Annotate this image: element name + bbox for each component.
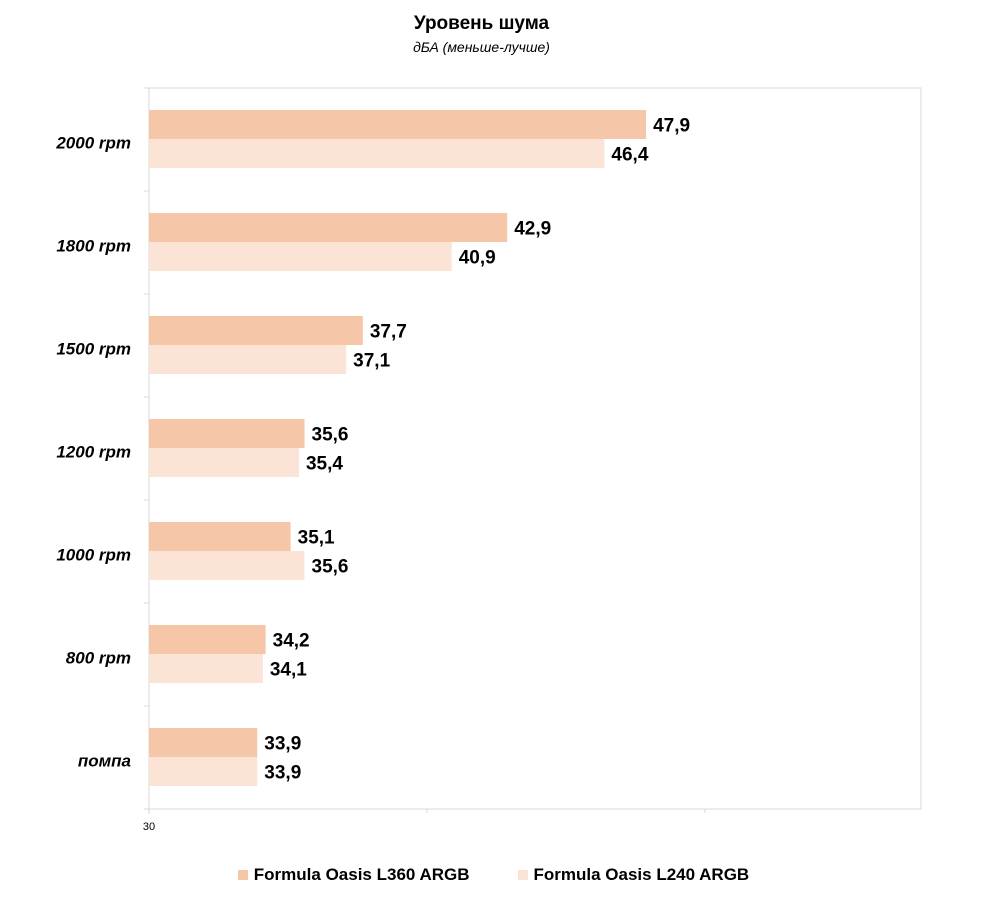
data-label: 46,4	[611, 145, 648, 166]
bar-l360	[149, 522, 291, 551]
legend-label-l360: Formula Oasis L360 ARGB	[253, 865, 470, 884]
data-label: 42,9	[514, 219, 551, 240]
bar-l360	[149, 213, 508, 242]
category-label: 1500 rpm	[56, 340, 131, 359]
legend-item-l240: Formula Oasis L240 ARGB	[517, 865, 750, 885]
data-label: 33,9	[264, 734, 301, 755]
bar-l240	[149, 551, 305, 580]
legend-swatch-l360	[237, 870, 248, 880]
data-label: 40,9	[459, 248, 496, 269]
bar-l240	[149, 654, 263, 683]
labels-layer: 2000 rpm 1800 rpm 1500 rpm 1200 rpm 1000 rpm…	[55, 116, 690, 784]
legend-swatch-l240	[517, 870, 528, 880]
bar-l360	[149, 625, 266, 654]
category-label: 2000 rpm	[55, 134, 131, 153]
category-label: 1200 rpm	[56, 443, 131, 462]
category-label: 1800 rpm	[56, 237, 131, 256]
data-label: 34,2	[273, 631, 310, 652]
bars-layer	[149, 110, 647, 786]
category-label: 1000 rpm	[56, 546, 131, 565]
legend-label-l240: Formula Oasis L240 ARGB	[533, 865, 750, 884]
data-label: 33,9	[264, 763, 301, 784]
bar-l240	[149, 448, 299, 477]
bar-l360	[149, 316, 363, 345]
chart-subtitle: дБА (меньше-лучше)	[413, 39, 550, 55]
chart-title: Уровень шума	[413, 13, 550, 34]
bar-l240	[149, 139, 605, 168]
category-label: помпа	[78, 752, 131, 771]
x-tick-label: 30	[143, 821, 155, 833]
legend: Formula Oasis L360 ARGB Formula Oasis L2…	[0, 865, 987, 885]
bar-l240	[149, 242, 452, 271]
data-label: 37,7	[370, 322, 407, 343]
data-label: 37,1	[353, 351, 390, 372]
bar-l360	[149, 728, 258, 757]
legend-item-l360: Formula Oasis L360 ARGB	[237, 865, 470, 885]
data-label: 35,6	[312, 425, 349, 446]
data-label: 34,1	[270, 660, 307, 681]
bar-l360	[149, 110, 647, 139]
data-label: 35,4	[306, 454, 343, 475]
category-label: 800 rpm	[66, 649, 131, 668]
data-label: 47,9	[653, 116, 690, 137]
bar-l240	[149, 345, 347, 374]
bar-l360	[149, 419, 305, 448]
data-label: 35,1	[298, 528, 335, 549]
data-label: 35,6	[312, 557, 349, 578]
bar-l240	[149, 757, 258, 786]
